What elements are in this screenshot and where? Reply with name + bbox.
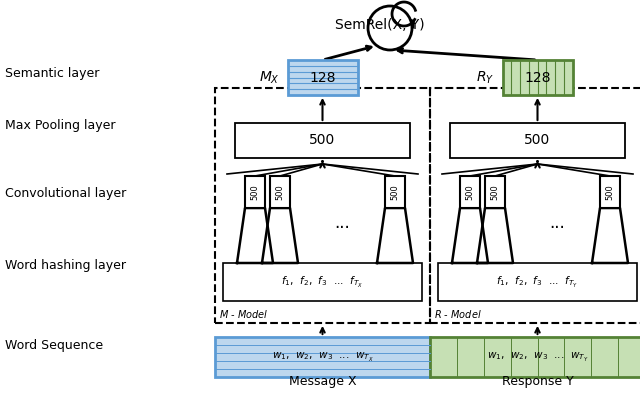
Text: $M_X$: $M_X$ [259, 69, 280, 86]
Text: 500: 500 [465, 184, 474, 200]
Text: 128: 128 [309, 70, 336, 84]
Text: Convolutional layer: Convolutional layer [5, 187, 126, 200]
Bar [438, 263, 637, 301]
Text: $w_1$,  $w_2$,  $w_3$  ...  $w_{T_Y}$: $w_1$, $w_2$, $w_3$ ... $w_{T_Y}$ [487, 351, 588, 364]
Text: 500: 500 [390, 184, 399, 200]
Bar [450, 123, 625, 158]
Bar [385, 176, 405, 208]
Text: 500: 500 [275, 184, 285, 200]
Text: $M$ - $Model$: $M$ - $Model$ [219, 308, 268, 320]
Text: $f_1$,  $f_2$,  $f_3$  ...  $f_{T_Y}$: $f_1$, $f_2$, $f_3$ ... $f_{T_Y}$ [497, 274, 579, 290]
Text: Word hashing layer: Word hashing layer [5, 259, 126, 272]
Bar [430, 88, 640, 323]
Bar [215, 337, 430, 377]
Bar [600, 176, 620, 208]
Text: Response Y: Response Y [502, 375, 573, 388]
Bar [215, 88, 430, 323]
Text: 500: 500 [309, 134, 335, 147]
Text: Max Pooling layer: Max Pooling layer [5, 119, 115, 132]
Text: 500: 500 [524, 134, 550, 147]
Text: 500: 500 [250, 184, 259, 200]
Bar [502, 60, 573, 95]
Text: ...: ... [550, 214, 565, 232]
Text: $R_Y$: $R_Y$ [476, 69, 495, 86]
Bar [485, 176, 505, 208]
Text: 128: 128 [524, 70, 551, 84]
Bar [235, 123, 410, 158]
Bar [270, 176, 290, 208]
Text: Message X: Message X [289, 375, 356, 388]
Bar [223, 263, 422, 301]
Text: 500: 500 [605, 184, 614, 200]
Bar [245, 176, 265, 208]
Text: $f_1$,  $f_2$,  $f_3$  ...  $f_{T_X}$: $f_1$, $f_2$, $f_3$ ... $f_{T_X}$ [282, 274, 364, 290]
Bar [430, 337, 640, 377]
Text: ...: ... [335, 214, 350, 232]
Circle shape [368, 6, 412, 50]
Text: Word Sequence: Word Sequence [5, 338, 103, 351]
Text: $w_1$,  $w_2$,  $w_3$  ...  $w_{T_X}$: $w_1$, $w_2$, $w_3$ ... $w_{T_X}$ [272, 351, 373, 364]
Text: 500: 500 [490, 184, 499, 200]
Bar [460, 176, 480, 208]
Text: Semantic layer: Semantic layer [5, 66, 99, 79]
Bar [287, 60, 358, 95]
Text: SemRel(X, Y): SemRel(X, Y) [335, 18, 425, 32]
Text: $R$ - $Model$: $R$ - $Model$ [434, 308, 482, 320]
